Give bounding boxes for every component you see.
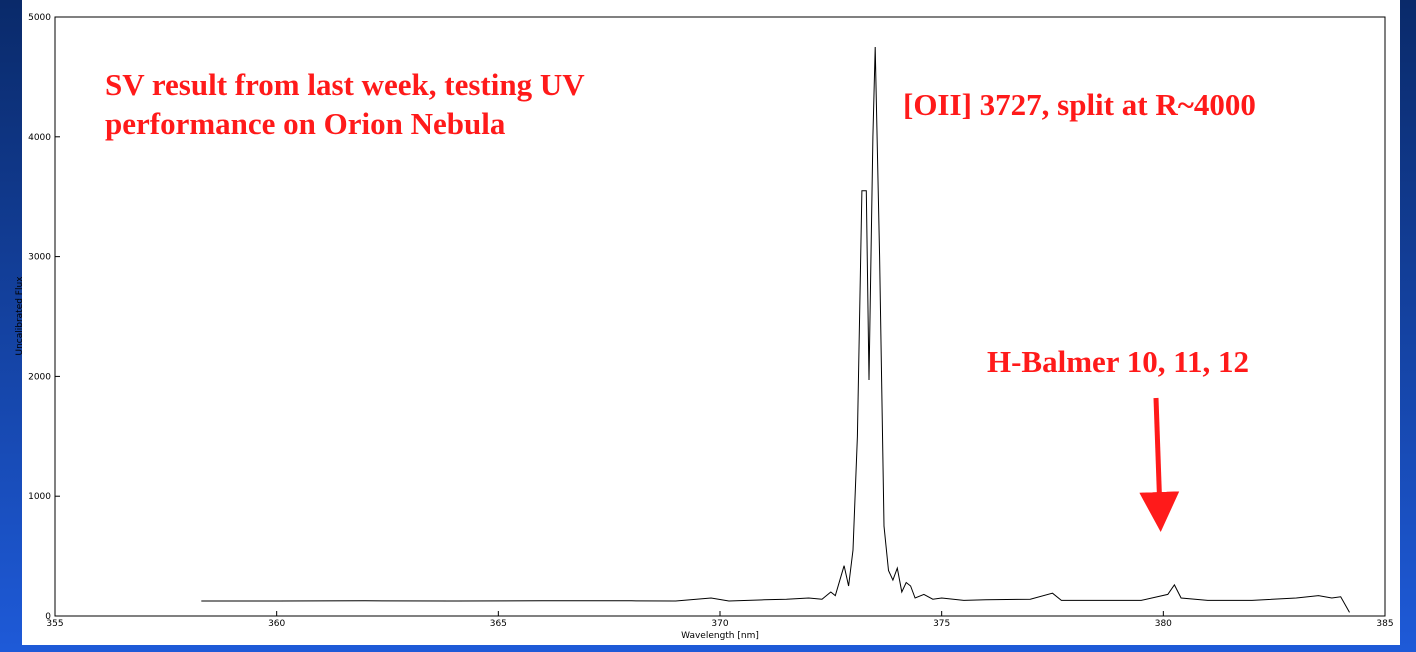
y-tick-label: 2000 (28, 372, 51, 382)
x-tick-label: 370 (711, 619, 728, 629)
y-tick-label: 0 (45, 612, 51, 622)
page: {"chart_data": {"type": "line", "x_label… (0, 0, 1416, 652)
y-tick-label: 1000 (28, 492, 51, 502)
y-tick-label: 5000 (28, 13, 51, 23)
annotation: performance on Orion Nebula (105, 106, 506, 141)
x-tick-label: 385 (1376, 619, 1393, 629)
y-axis-label: Uncalibrated Flux (15, 276, 25, 356)
x-axis-label: Wavelength [nm] (681, 631, 759, 641)
annotation: [OII] 3727, split at R~4000 (903, 87, 1256, 122)
y-tick-label: 4000 (28, 133, 51, 143)
slide: Wavelength [nm] Uncalibrated Flux SV res… (0, 0, 1416, 652)
x-tick-label: 360 (268, 619, 285, 629)
annotation: SV result from last week, testing UV (105, 67, 585, 102)
y-tick-label: 3000 (28, 253, 51, 263)
x-tick-label: 375 (933, 619, 950, 629)
x-tick-label: 380 (1155, 619, 1172, 629)
annotation: H-Balmer 10, 11, 12 (987, 344, 1249, 379)
x-tick-label: 365 (490, 619, 507, 629)
